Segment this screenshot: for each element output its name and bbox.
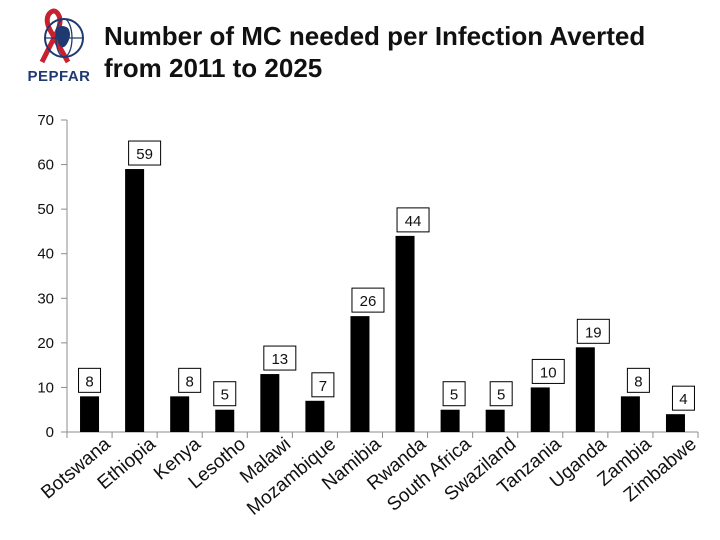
data-label-text: 26 (360, 293, 377, 310)
data-label-box (396, 207, 430, 233)
data-label-text: 8 (85, 373, 93, 390)
data-label-box (531, 358, 565, 384)
globe-ribbon-icon (39, 8, 84, 64)
data-label-text: 5 (221, 387, 229, 404)
data-label-text: 5 (450, 387, 458, 404)
pepfar-logo: PEPFAR (14, 6, 104, 90)
data-label-box (128, 140, 162, 166)
y-tick-label: 40 (37, 246, 54, 263)
bar-chart: 0 10 20 30 40 50 60 70 8 59 8 5 13 7 26 44 5 5 10 19 8 4 Bot… (37, 112, 700, 520)
y-tick-label: 10 (37, 379, 54, 396)
title-line-2: from 2011 to 2025 (104, 53, 323, 83)
data-label-text: 19 (585, 324, 602, 341)
data-label: 44 (396, 207, 430, 233)
y-tick-label: 30 (37, 290, 54, 307)
data-label-text: 59 (136, 146, 153, 163)
category-labels-group: BotswanaEthiopiaKenyaLesothoMalawiMozamb… (37, 433, 700, 519)
bar-kenya (170, 396, 190, 432)
bar-ethiopia (125, 169, 145, 432)
data-label: 59 (128, 140, 162, 166)
bar-mozambique (305, 400, 325, 432)
logo-text: PEPFAR (27, 68, 91, 85)
data-label: 5 (213, 381, 237, 407)
bar-zimbabwe (665, 414, 685, 432)
data-label-text: 5 (497, 387, 505, 404)
data-label-box (78, 367, 102, 393)
data-label: 26 (351, 287, 385, 313)
data-label-box (263, 345, 297, 371)
bar-namibia (350, 316, 370, 432)
data-label-box (671, 385, 695, 411)
bar-lesotho (215, 409, 235, 432)
data-label-text: 44 (405, 213, 422, 230)
bar-botswana (80, 396, 100, 432)
data-label-text: 8 (186, 373, 194, 390)
data-label-box (489, 381, 513, 407)
data-labels-group: 8 59 8 5 13 7 26 44 5 5 10 19 8 4 (78, 140, 695, 411)
bar-malawi (260, 374, 280, 432)
y-tick-label: 0 (46, 424, 54, 441)
data-label-box (626, 367, 650, 393)
data-label-text: 10 (540, 364, 557, 381)
bar-zambia (620, 396, 640, 432)
data-label: 5 (442, 381, 466, 407)
data-label-box (178, 367, 202, 393)
data-label: 4 (671, 385, 695, 411)
data-label: 19 (576, 318, 610, 344)
data-label-box (213, 381, 237, 407)
header: PEPFAR Number of MC needed per Infection… (0, 0, 720, 100)
chart-title: Number of MC needed per Infection Averte… (104, 20, 714, 84)
bar-uganda (575, 347, 595, 432)
data-label-text: 4 (679, 391, 687, 408)
data-label: 8 (178, 367, 202, 393)
bar-tanzania (530, 387, 550, 432)
y-tick-label: 60 (37, 157, 54, 174)
data-label: 7 (311, 372, 335, 398)
data-label-text: 13 (271, 351, 288, 368)
data-label: 8 (626, 367, 650, 393)
data-label: 5 (489, 381, 513, 407)
data-label-box (311, 372, 335, 398)
data-label: 13 (263, 345, 297, 371)
title-line-1: Number of MC needed per Infection Averte… (104, 21, 646, 51)
y-tick-label: 50 (37, 201, 54, 218)
data-label-box (442, 381, 466, 407)
bar-south-africa (440, 409, 460, 432)
data-label: 8 (78, 367, 102, 393)
x-axis (66, 431, 699, 438)
data-label-box (351, 287, 385, 313)
y-axis: 0 10 20 30 40 50 60 70 (37, 112, 68, 441)
data-label-text: 7 (319, 378, 327, 395)
data-label-text: 8 (634, 373, 642, 390)
data-label: 10 (531, 358, 565, 384)
y-tick-label: 70 (37, 112, 54, 129)
bars-group (80, 169, 685, 432)
bar-rwanda (395, 235, 415, 432)
data-label-box (576, 318, 610, 344)
y-tick-label: 20 (37, 335, 54, 352)
bar-swaziland (485, 409, 505, 432)
